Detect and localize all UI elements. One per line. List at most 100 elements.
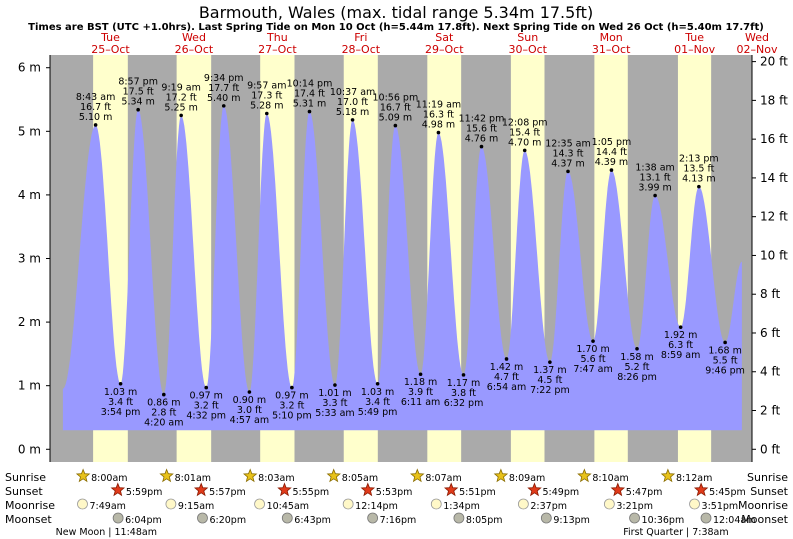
low-tide-dot xyxy=(591,339,595,343)
low-tide-dot xyxy=(247,390,252,394)
moonrise-time: 9:15am xyxy=(178,501,214,512)
high-tide-time: 9:34 pm xyxy=(204,73,244,84)
right-tick-label: 12 ft xyxy=(760,210,788,224)
low-tide-time: 8:26 pm xyxy=(617,372,657,383)
high-tide-feet: 15.4 ft xyxy=(509,127,540,138)
high-tide-dot xyxy=(609,168,614,172)
low-tide-feet: 3.2 ft xyxy=(194,401,219,412)
low-tide-dot xyxy=(162,392,166,397)
high-tide-metres: 4.70 m xyxy=(508,137,541,148)
low-tide-feet: 2.8 ft xyxy=(151,408,176,419)
day-date: 02–Nov xyxy=(737,43,778,56)
day-date: 31–Oct xyxy=(592,43,631,56)
sunrise-row-label-left: Sunrise xyxy=(5,471,46,484)
high-tide-metres: 4.76 m xyxy=(465,134,498,145)
sunset-star-icon xyxy=(360,482,376,497)
high-tide-metres: 3.99 m xyxy=(638,183,671,194)
low-tide-time: 5:10 pm xyxy=(272,411,312,422)
high-tide-metres: 5.34 m xyxy=(121,97,154,108)
moonset-moon-icon xyxy=(367,512,379,524)
high-tide-dot xyxy=(264,111,269,116)
moonset-row-label-left: Moonset xyxy=(5,513,52,526)
low-tide-time: 5:49 pm xyxy=(358,407,398,418)
axes: 0 m 1 m 2 m 3 m 4 m 5 m 6 m 0 ft 2 ft 4 ft 6 ft 8 f… xyxy=(18,55,788,462)
day-date: 25–Oct xyxy=(91,43,130,56)
sunset-star-icon xyxy=(693,482,709,497)
low-tide-time: 6:11 am xyxy=(401,397,440,408)
moonset-moon-icon xyxy=(540,512,552,524)
sunset-row-label-left: Sunset xyxy=(5,485,43,498)
low-tide-feet: 3.9 ft xyxy=(408,387,433,398)
high-tide-metres: 4.37 m xyxy=(551,158,584,169)
right-tick-label: 10 ft xyxy=(760,248,788,262)
high-tide-dot xyxy=(566,169,570,174)
sunrise-star-icon xyxy=(242,468,258,483)
low-tide-dot xyxy=(461,373,466,377)
high-tide-feet: 16.7 ft xyxy=(80,102,111,113)
high-tide-feet: 13.5 ft xyxy=(683,164,714,175)
high-tide-feet: 17.3 ft xyxy=(251,91,282,102)
moonset-moon-icon xyxy=(700,512,712,524)
low-tide-metres: 1.92 m xyxy=(664,330,697,341)
moonrise-time: 3:21pm xyxy=(616,501,653,512)
high-tide-metres: 5.09 m xyxy=(379,113,412,124)
low-tide-metres: 1.37 m xyxy=(533,365,566,376)
low-tide-time: 7:22 pm xyxy=(530,385,570,396)
high-tide-metres: 5.31 m xyxy=(293,99,326,110)
sunrise-star-icon xyxy=(493,468,509,483)
sunrise-time: 8:09am xyxy=(509,473,545,484)
sunrise-time: 8:12am xyxy=(676,473,712,484)
day-date: 27–Oct xyxy=(258,43,297,56)
high-tide-feet: 15.6 ft xyxy=(466,124,497,135)
left-tick-label: 1 m xyxy=(18,379,41,393)
low-tide-time: 4:20 am xyxy=(144,418,183,429)
day-date: 01–Nov xyxy=(674,43,715,56)
left-tick-label: 6 m xyxy=(18,61,41,75)
low-tide-dot xyxy=(678,325,683,329)
high-tide-dot xyxy=(436,130,441,135)
high-tide-dot xyxy=(393,123,398,128)
low-tide-feet: 3.4 ft xyxy=(365,397,390,408)
spring-tide-subtitle: Times are BST (UTC +1.0hrs). Last Spring… xyxy=(28,22,764,33)
low-tide-dot xyxy=(204,385,209,390)
high-tide-feet: 17.4 ft xyxy=(294,89,325,100)
left-tick-label: 5 m xyxy=(18,124,41,138)
moonrise-time: 7:49am xyxy=(89,501,125,512)
low-tide-feet: 6.3 ft xyxy=(668,340,693,351)
high-tide-feet: 14.4 ft xyxy=(596,147,627,158)
high-tide-time: 12:35 am xyxy=(545,138,590,149)
low-tide-metres: 0.90 m xyxy=(233,395,266,406)
high-tide-metres: 5.40 m xyxy=(207,93,240,104)
low-tide-feet: 3.0 ft xyxy=(237,405,262,416)
low-tide-time: 3:54 pm xyxy=(101,407,141,418)
high-tide-dot xyxy=(93,123,98,127)
low-tide-metres: 1.01 m xyxy=(318,388,351,399)
day-date: 29–Oct xyxy=(425,43,464,56)
moonset-time: 8:05pm xyxy=(466,515,503,526)
high-tide-time: 9:19 am xyxy=(161,82,200,93)
high-tide-time: 9:57 am xyxy=(247,81,286,92)
moonrise-time: 1:34pm xyxy=(443,501,480,512)
low-tide-dot xyxy=(635,347,639,351)
sunset-time: 5:55pm xyxy=(293,487,330,498)
day-name: Tue xyxy=(100,31,120,44)
low-tide-metres: 1.58 m xyxy=(620,352,653,363)
day-labels: Tue25–OctWed26–OctThu27–OctFri28–OctSat2… xyxy=(91,31,778,56)
high-tide-dot xyxy=(307,109,312,114)
sunset-time: 5:51pm xyxy=(459,487,496,498)
low-tide-dot xyxy=(418,372,423,377)
sunset-time: 5:49pm xyxy=(542,487,579,498)
low-tide-feet: 3.8 ft xyxy=(451,388,476,399)
high-tide-dot xyxy=(653,193,657,198)
day-name: Wed xyxy=(745,31,769,44)
moon-phase-label: New Moon | 11:48am xyxy=(56,527,157,538)
low-tide-metres: 1.68 m xyxy=(708,345,741,356)
low-tide-dot xyxy=(504,357,509,361)
low-tide-feet: 4.7 ft xyxy=(494,372,519,383)
left-tick-label: 2 m xyxy=(18,315,41,329)
moonrise-moon-icon xyxy=(603,498,615,510)
low-tide-time: 8:59 am xyxy=(661,350,700,361)
sunset-time: 5:47pm xyxy=(626,487,663,498)
low-tide-metres: 1.18 m xyxy=(404,377,437,388)
high-tide-dot xyxy=(350,118,355,122)
